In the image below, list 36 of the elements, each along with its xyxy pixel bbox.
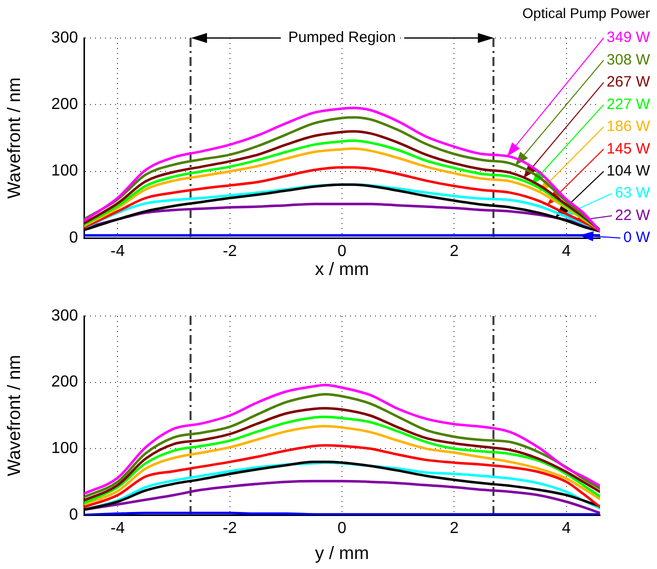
text: 308 W xyxy=(606,51,651,68)
x-tick-label: 2 xyxy=(450,243,459,260)
text: 145 W xyxy=(606,140,651,158)
text: 104 W xyxy=(606,162,651,180)
text: 349 W xyxy=(606,29,651,46)
y-axis-title: Wavefront / nm xyxy=(4,77,24,199)
x-axis-title: y / mm xyxy=(315,543,369,564)
y-axis-title: Wavefront / nm xyxy=(4,354,24,476)
text: 227 W xyxy=(606,96,651,113)
x-tick-label: 0 xyxy=(338,520,347,538)
y-tick-label: 200 xyxy=(51,374,78,391)
line-series xyxy=(84,166,600,232)
line-series xyxy=(84,444,600,508)
x-tick-label: -4 xyxy=(110,243,125,260)
legend-label: 0 W xyxy=(623,229,651,246)
text: 267 W xyxy=(606,74,651,91)
x-tick-label: -4 xyxy=(110,520,125,538)
text: 186 W xyxy=(606,118,651,136)
x-tick-label: 4 xyxy=(562,520,571,538)
legend-label: 63 W xyxy=(614,184,651,202)
x-tick-label: 0 xyxy=(338,243,347,260)
y-tick-label: 300 xyxy=(51,307,78,324)
legend-label: 22 W xyxy=(614,206,651,224)
legend-title: Optical Pump Power xyxy=(522,4,650,21)
x-tick-label: 2 xyxy=(450,520,459,538)
y-tick-label: 0 xyxy=(69,506,78,524)
annotation: Pumped Region xyxy=(288,29,396,46)
x-tick-label: 4 xyxy=(562,243,571,260)
y-tick-label: 100 xyxy=(51,440,78,458)
y-tick-label: 200 xyxy=(51,96,78,114)
x-tick-label: -2 xyxy=(222,520,238,538)
y-tick-label: 100 xyxy=(51,162,78,180)
y-tick-label: 0 xyxy=(69,229,78,246)
x-axis-title: x / mm xyxy=(315,259,369,280)
x-tick-label: -2 xyxy=(222,243,238,260)
y-tick-label: 300 xyxy=(51,29,78,46)
